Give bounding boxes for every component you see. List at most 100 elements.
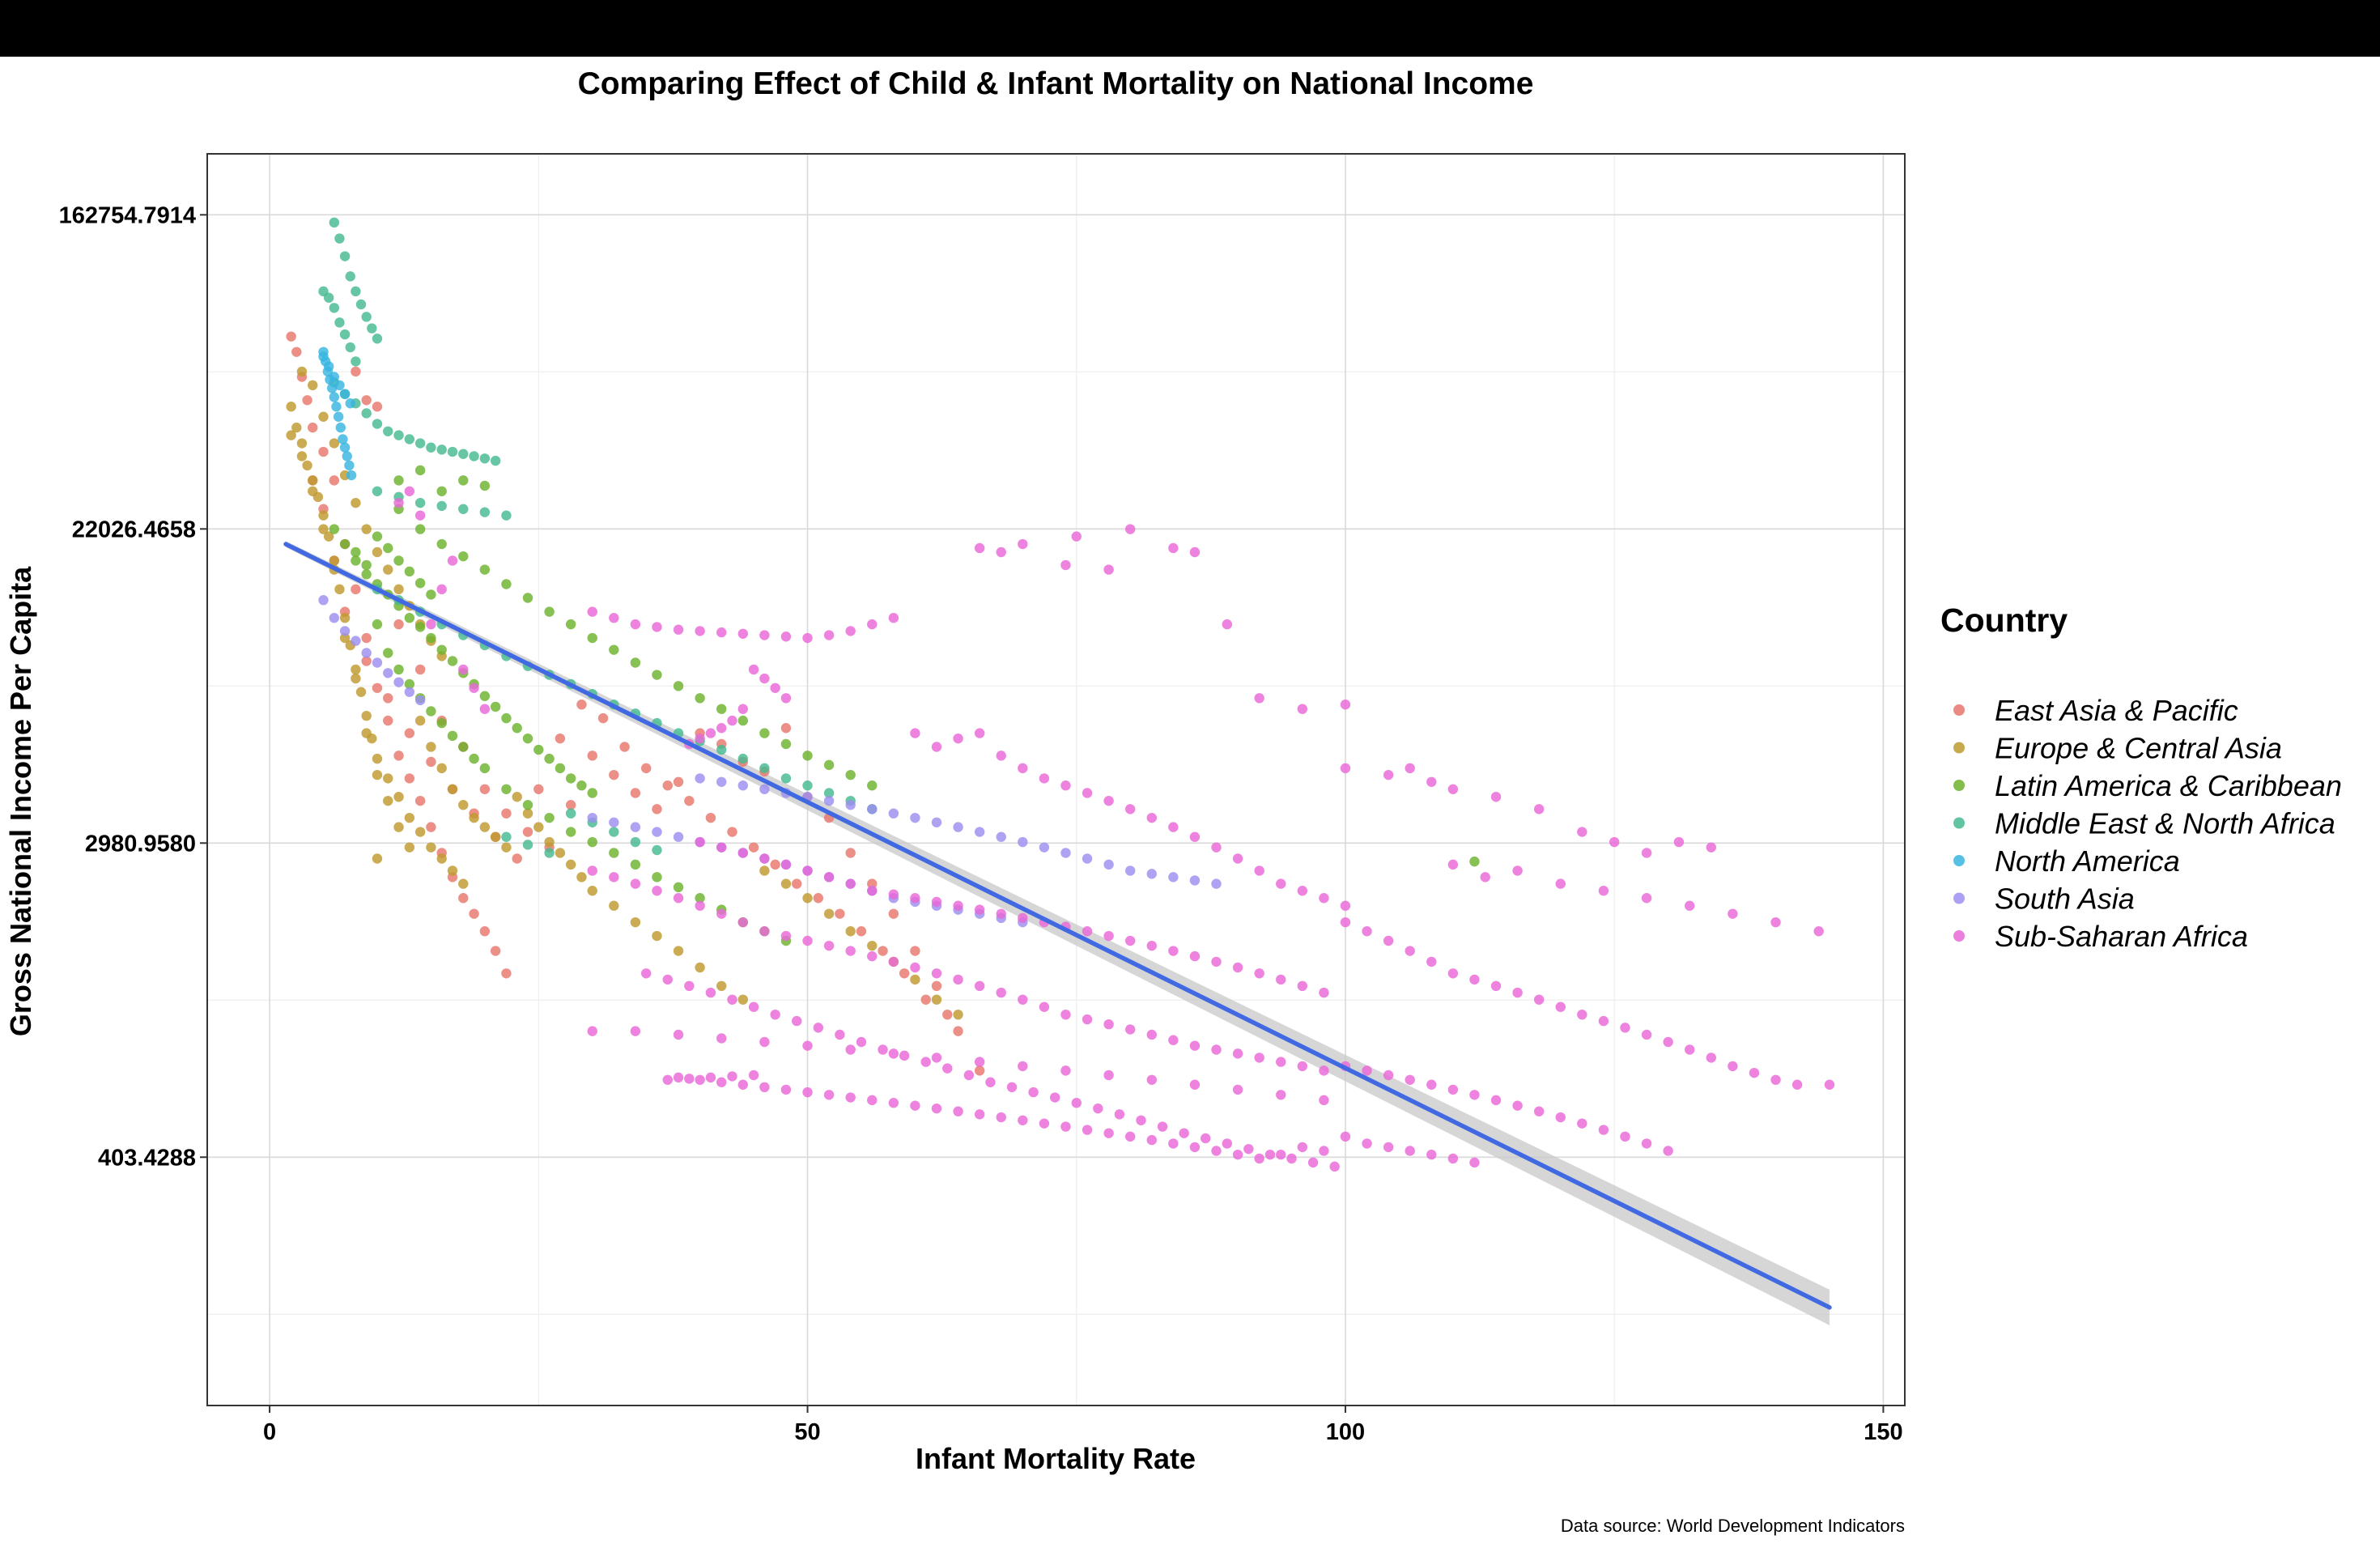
data-point (867, 804, 878, 814)
data-point (479, 784, 491, 794)
data-point (334, 233, 345, 244)
data-point (673, 831, 684, 842)
data-point (1512, 987, 1523, 998)
data-point (372, 546, 383, 558)
data-point (426, 589, 436, 600)
data-point (346, 470, 357, 481)
data-point (1103, 1019, 1114, 1030)
data-point (630, 619, 641, 630)
data-point (652, 872, 662, 882)
data-point (1598, 1125, 1609, 1135)
data-point (361, 408, 372, 419)
data-point (684, 980, 695, 992)
data-point (447, 865, 458, 876)
data-point (351, 636, 361, 646)
data-point (1620, 1131, 1630, 1142)
data-point (1555, 878, 1566, 889)
data-point (339, 389, 351, 399)
legend-label: Europe & Central Asia (1995, 732, 2282, 765)
data-point (910, 946, 920, 956)
data-point (942, 1009, 953, 1020)
data-point (383, 648, 393, 658)
data-point (323, 361, 334, 372)
data-point (587, 788, 597, 798)
data-point (291, 347, 302, 357)
data-point (544, 753, 555, 764)
data-point (759, 784, 770, 794)
data-point (361, 559, 372, 571)
data-point (737, 916, 748, 928)
data-point (469, 683, 479, 693)
data-point (351, 664, 361, 675)
data-point (339, 632, 351, 644)
data-point (974, 904, 985, 915)
data-point (716, 627, 727, 638)
data-point (780, 723, 792, 734)
data-point (323, 292, 334, 303)
y-axis-title: Gross National Income Per Capita (4, 566, 37, 1036)
data-point (351, 366, 361, 377)
data-point (727, 827, 737, 837)
data-point (308, 422, 318, 433)
data-point (695, 693, 705, 704)
data-point (404, 678, 415, 690)
data-point (323, 531, 334, 542)
data-point (759, 630, 770, 640)
data-point (1469, 856, 1480, 867)
data-point (302, 460, 312, 471)
data-point (705, 1072, 716, 1083)
data-point (823, 940, 835, 951)
data-point (1685, 900, 1695, 911)
data-point (867, 940, 878, 951)
data-point (355, 299, 367, 310)
data-point (716, 744, 727, 755)
data-point (1168, 872, 1179, 882)
data-point (910, 812, 920, 823)
data-point (490, 701, 501, 712)
data-point (1082, 1125, 1093, 1135)
data-point (888, 613, 899, 623)
data-point (1124, 865, 1136, 876)
data-point (383, 542, 393, 554)
data-point (1319, 1146, 1329, 1156)
data-point (344, 460, 355, 471)
data-point (1728, 908, 1738, 919)
data-point (1243, 1143, 1254, 1155)
data-point (587, 865, 597, 876)
data-point (458, 449, 469, 459)
data-point (1060, 1065, 1071, 1076)
data-point (867, 780, 878, 791)
data-point (335, 422, 346, 433)
data-point (1103, 1070, 1114, 1081)
data-point (1201, 1133, 1211, 1144)
data-point (673, 1029, 684, 1040)
data-point (447, 784, 458, 794)
data-point (748, 664, 759, 675)
data-point (372, 486, 383, 496)
data-point (1211, 1044, 1222, 1055)
data-point (1824, 1079, 1835, 1090)
data-point (501, 808, 512, 819)
data-point (1663, 1146, 1673, 1156)
data-point (823, 759, 835, 771)
data-point (296, 451, 308, 461)
data-point (329, 372, 340, 382)
data-point (372, 419, 383, 429)
data-point (652, 827, 662, 837)
data-point (414, 622, 426, 632)
data-point (823, 908, 835, 919)
data-point (845, 878, 856, 889)
data-point (1749, 1067, 1760, 1078)
data-point (1006, 1082, 1018, 1093)
data-point (436, 500, 447, 512)
data-point (695, 733, 705, 744)
data-point (501, 579, 512, 589)
data-point (1663, 1036, 1673, 1048)
data-point (867, 878, 878, 889)
data-point (974, 728, 985, 738)
data-point (673, 893, 684, 904)
data-point (458, 742, 469, 752)
data-point (953, 1026, 963, 1036)
data-point (458, 475, 469, 486)
data-point (372, 753, 383, 764)
